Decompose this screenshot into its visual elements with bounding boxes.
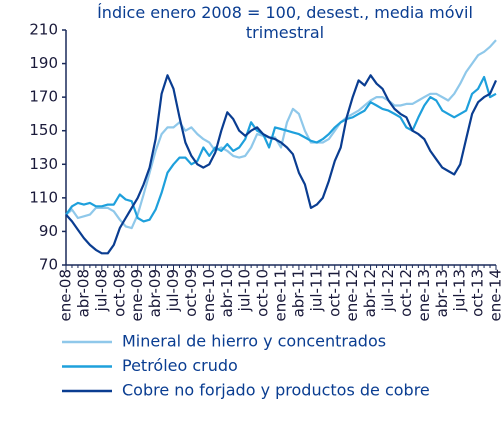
y-tick-label: 90 bbox=[39, 222, 58, 240]
x-tick-label: ene-12 bbox=[343, 269, 361, 321]
x-tick-label: jul-11 bbox=[307, 269, 325, 312]
x-tick-label: jul-12 bbox=[379, 269, 397, 312]
x-tick-label: abr-10 bbox=[218, 269, 236, 317]
legend-label: Petróleo crudo bbox=[122, 356, 238, 375]
x-tick-label: abr-13 bbox=[433, 269, 451, 317]
x-tick-label: ene-13 bbox=[415, 269, 433, 321]
series-line bbox=[65, 75, 497, 223]
y-tick-label: 110 bbox=[29, 188, 58, 206]
x-tick-label: abr-09 bbox=[146, 269, 164, 317]
y-tick-label: 190 bbox=[29, 54, 58, 72]
x-tick-label: ene-11 bbox=[272, 269, 290, 321]
legend-label: Cobre no forjado y productos de cobre bbox=[122, 381, 430, 400]
y-tick-label: 150 bbox=[29, 121, 58, 139]
x-tick-label: abr-11 bbox=[289, 269, 307, 317]
x-tick-label: jul-08 bbox=[92, 269, 110, 312]
x-tick-label: jul-10 bbox=[236, 269, 254, 312]
x-tick-label: jul-13 bbox=[451, 269, 469, 312]
x-tick-label: abr-08 bbox=[74, 269, 92, 317]
x-tick-label: abr-12 bbox=[361, 269, 379, 317]
y-tick-label: 170 bbox=[29, 88, 58, 106]
chart-title: Índice enero 2008 = 100, desest., media … bbox=[97, 3, 473, 42]
x-tick-label: ene-10 bbox=[200, 269, 218, 321]
x-tick-label: oct-12 bbox=[397, 269, 415, 317]
x-tick-label: ene-14 bbox=[487, 269, 501, 321]
legend-label: Mineral de hierro y concentrados bbox=[122, 332, 386, 351]
x-tick-label: oct-13 bbox=[469, 269, 487, 317]
x-tick-label: oct-10 bbox=[254, 269, 272, 317]
x-tick-label: ene-08 bbox=[57, 269, 75, 321]
y-tick-label: 130 bbox=[29, 155, 58, 173]
series-line bbox=[65, 39, 497, 230]
x-tick-label: jul-09 bbox=[164, 269, 182, 312]
x-tick-label: oct-09 bbox=[182, 269, 200, 317]
x-tick-label: ene-09 bbox=[128, 269, 146, 321]
y-tick-label: 70 bbox=[39, 256, 58, 274]
y-tick-label: 210 bbox=[29, 21, 58, 39]
series-line bbox=[65, 74, 498, 255]
x-tick-label: oct-08 bbox=[110, 269, 128, 317]
x-tick-label: oct-11 bbox=[325, 269, 343, 317]
